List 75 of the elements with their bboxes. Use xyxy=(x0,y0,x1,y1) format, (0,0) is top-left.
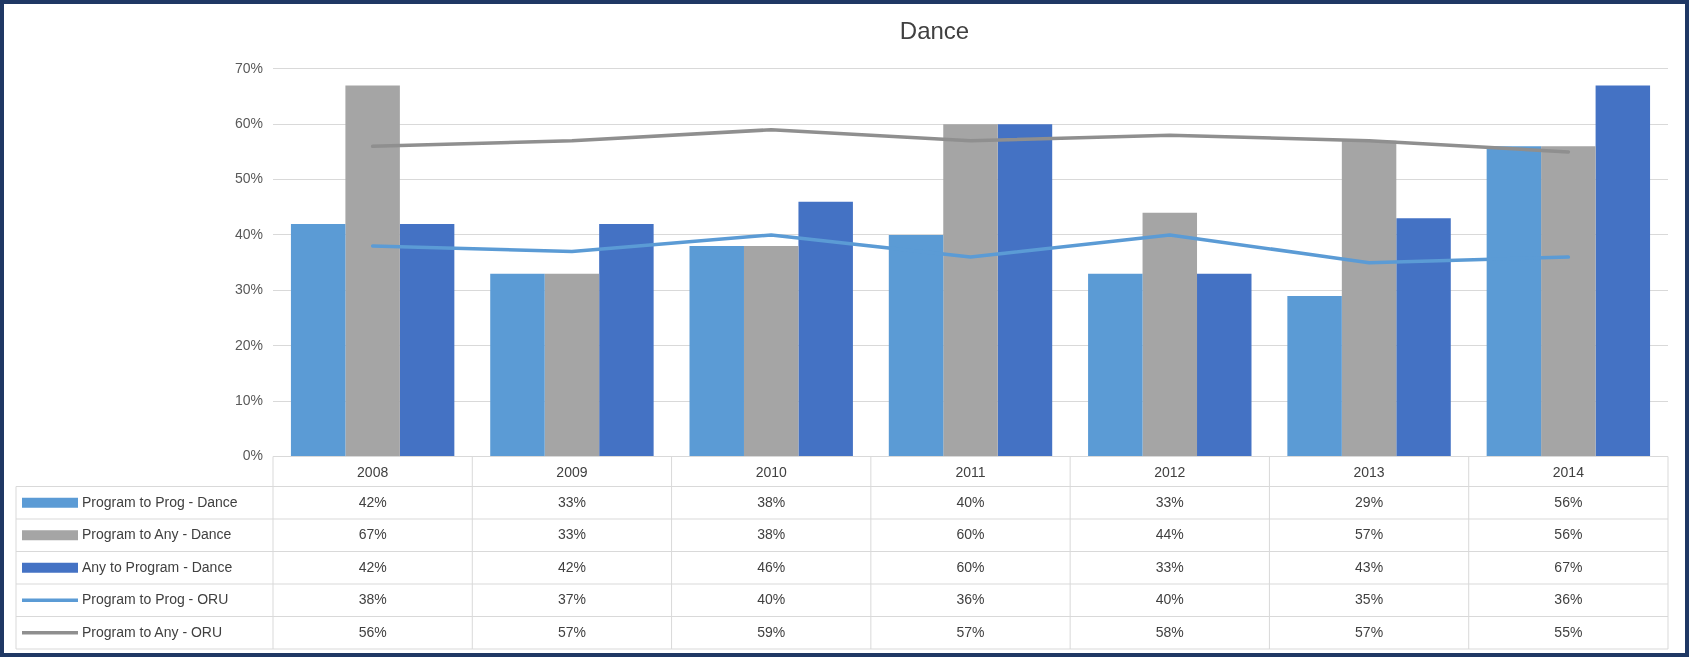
legend-label: Program to Prog - Dance xyxy=(82,493,238,510)
y-tick-label: 20% xyxy=(234,336,263,353)
x-tick-label: 2014 xyxy=(1552,463,1585,480)
data-label: 40% xyxy=(956,493,985,510)
data-label: 60% xyxy=(956,526,985,543)
x-tick-label: 2010 xyxy=(755,463,787,480)
legend-label: Program to Any - ORU xyxy=(82,623,223,640)
bar xyxy=(1142,212,1198,456)
data-label: 60% xyxy=(956,558,985,575)
bar xyxy=(1541,146,1596,456)
x-tick-label: 2008 xyxy=(357,463,389,480)
bar xyxy=(1287,295,1342,456)
data-label: 56% xyxy=(1554,526,1583,543)
data-label: 56% xyxy=(1554,493,1583,510)
bar xyxy=(1595,85,1651,456)
y-tick-label: 50% xyxy=(234,170,263,187)
bar xyxy=(1088,273,1143,456)
y-tick-label: 40% xyxy=(234,225,263,242)
data-label: 40% xyxy=(1155,591,1184,608)
bar xyxy=(1396,218,1451,456)
data-label: 57% xyxy=(1355,623,1384,640)
bar xyxy=(490,273,545,456)
x-tick-label: 2011 xyxy=(955,463,986,480)
data-label: 57% xyxy=(956,623,985,640)
legend-label: Program to Prog - ORU xyxy=(82,591,229,608)
y-tick-label: 0% xyxy=(242,447,263,464)
y-tick-label: 30% xyxy=(234,281,263,298)
bar xyxy=(399,223,455,456)
bar xyxy=(1341,140,1397,456)
chart-title: Dance xyxy=(899,17,970,45)
data-label: 57% xyxy=(557,623,586,640)
data-label: 67% xyxy=(358,526,387,543)
data-label: 38% xyxy=(757,493,786,510)
data-label: 57% xyxy=(1355,526,1384,543)
data-label: 37% xyxy=(557,591,586,608)
data-label: 42% xyxy=(358,558,387,575)
data-label: 33% xyxy=(557,526,586,543)
y-tick-label: 60% xyxy=(234,115,263,132)
data-label: 36% xyxy=(956,591,985,608)
data-label: 59% xyxy=(757,623,786,640)
data-label: 55% xyxy=(1554,623,1583,640)
data-label: 42% xyxy=(557,558,586,575)
data-label: 33% xyxy=(1155,493,1184,510)
data-label: 42% xyxy=(358,493,387,510)
x-tick-label: 2009 xyxy=(556,463,588,480)
data-label: 33% xyxy=(1155,558,1184,575)
data-label: 29% xyxy=(1355,493,1384,510)
bar xyxy=(943,124,998,456)
x-tick-label: 2012 xyxy=(1154,463,1186,480)
data-label: 67% xyxy=(1554,558,1583,575)
bar xyxy=(290,223,346,456)
legend-label: Program to Any - Dance xyxy=(82,526,232,543)
bar xyxy=(599,223,654,456)
data-label: 44% xyxy=(1155,526,1184,543)
bar xyxy=(798,201,853,456)
data-label: 58% xyxy=(1155,623,1184,640)
bar xyxy=(743,246,799,456)
data-label: 33% xyxy=(557,493,586,510)
bar xyxy=(689,246,744,456)
bar xyxy=(997,124,1053,456)
data-label: 38% xyxy=(358,591,387,608)
bar xyxy=(345,85,400,456)
data-label: 38% xyxy=(757,526,786,543)
legend-label: Any to Program - Dance xyxy=(82,558,233,575)
data-label: 36% xyxy=(1554,591,1583,608)
bar xyxy=(1197,273,1252,456)
x-tick-label: 2013 xyxy=(1353,463,1385,480)
y-tick-label: 70% xyxy=(234,59,263,76)
data-label: 35% xyxy=(1355,591,1384,608)
bar xyxy=(544,273,600,456)
data-label: 56% xyxy=(358,623,387,640)
y-tick-label: 10% xyxy=(234,391,263,408)
data-label: 43% xyxy=(1355,558,1384,575)
data-label: 40% xyxy=(757,591,786,608)
data-label: 46% xyxy=(757,558,786,575)
